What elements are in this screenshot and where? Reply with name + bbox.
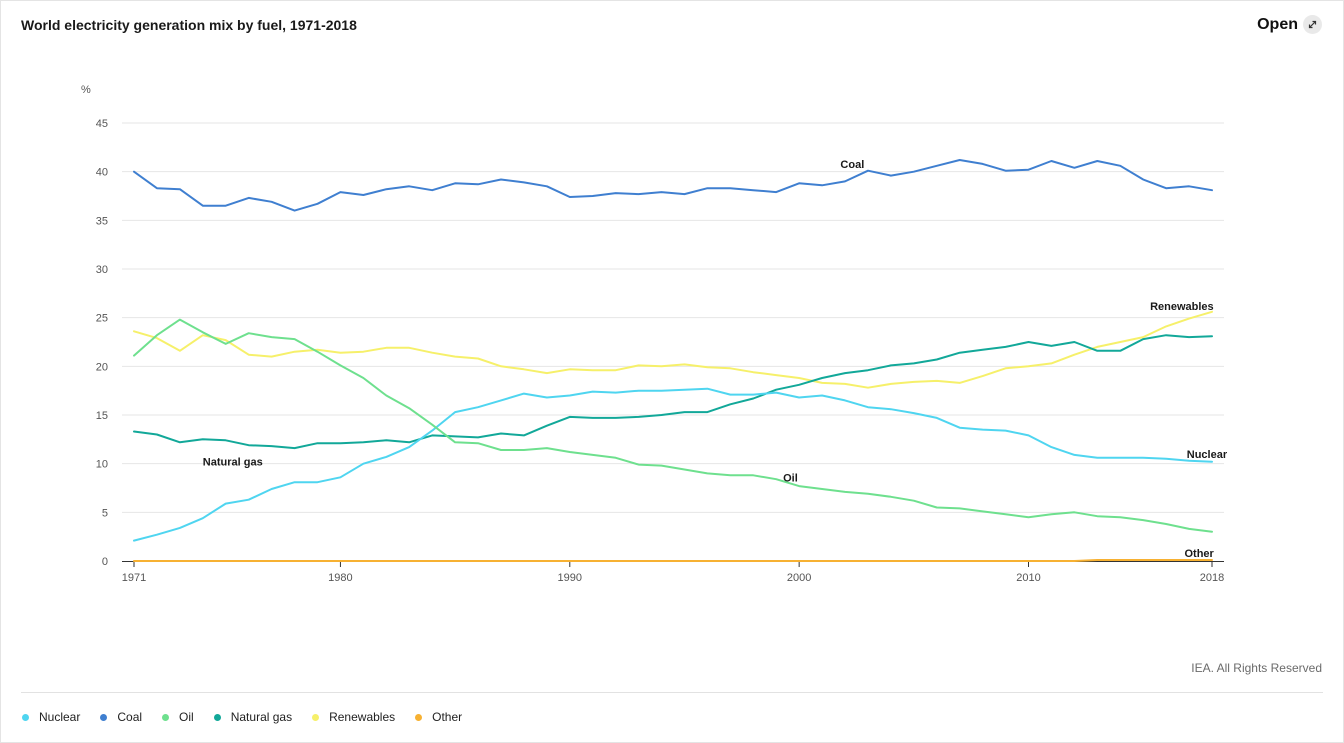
legend-dot-icon	[415, 713, 423, 721]
y-axis-label: %	[81, 84, 91, 96]
copyright-credit: IEA. All Rights Reserved	[1191, 661, 1322, 675]
chart-legend: Nuclear Coal Oil Natural gas Renewables Other	[22, 710, 482, 724]
legend-label: Oil	[179, 710, 194, 724]
y-tick-label: 35	[96, 215, 108, 227]
series-line-nuclear	[133, 387, 1213, 542]
legend-dot-icon	[213, 713, 221, 721]
legend-label: Nuclear	[39, 710, 81, 724]
y-tick-label: 20	[96, 361, 108, 373]
legend-label: Renewables	[329, 710, 396, 724]
series-label-natural-gas: Natural gas	[203, 457, 263, 469]
series-line-oil	[133, 318, 1213, 533]
legend-label: Other	[432, 710, 463, 724]
legend-item-oil[interactable]: Oil	[162, 710, 194, 724]
x-tick-label: 1980	[328, 572, 352, 584]
y-tick-label: 0	[102, 556, 108, 568]
x-tick-label: 2018	[1200, 572, 1224, 584]
chart-title: World electricity generation mix by fuel…	[21, 17, 357, 33]
line-chart: 0 5 10 15 20 25 30 35 40 45% 1971 1980 1990 2000 2010 2…	[81, 84, 1228, 584]
series-label-other: Other	[1184, 548, 1214, 560]
series-line-coal	[133, 159, 1213, 212]
x-tick-label: 1990	[558, 572, 582, 584]
series-line-natural-gas	[133, 334, 1213, 450]
series-line-other	[133, 559, 1213, 562]
y-tick-label: 25	[96, 313, 108, 325]
legend-dot-icon	[100, 713, 108, 721]
legend-label: Coal	[117, 710, 143, 724]
legend-dot-icon	[312, 713, 320, 721]
legend-item-other[interactable]: Other	[415, 710, 462, 724]
open-button[interactable]: Open	[1257, 15, 1322, 34]
legend-item-nuclear[interactable]: Nuclear	[22, 710, 80, 724]
legend-item-natural-gas[interactable]: Natural gas	[213, 710, 293, 724]
y-tick-label: 30	[96, 264, 108, 276]
series-label-nuclear: Nuclear	[1187, 449, 1228, 461]
y-tick-label: 10	[96, 459, 108, 471]
series-label-renewables: Renewables	[1150, 301, 1214, 313]
open-label: Open	[1257, 15, 1298, 33]
legend-label: Natural gas	[230, 710, 293, 724]
y-tick-label: 15	[96, 410, 108, 422]
series-line-renewables	[133, 310, 1213, 389]
legend-dot-icon	[162, 713, 170, 721]
expand-arrows-icon	[1303, 15, 1322, 34]
x-tick-label: 1971	[122, 572, 146, 584]
series-label-coal: Coal	[840, 159, 864, 171]
series-label-oil: Oil	[783, 472, 798, 484]
y-tick-label: 40	[96, 167, 108, 179]
legend-dot-icon	[22, 713, 29, 721]
y-tick-label: 45	[96, 118, 108, 130]
legend-item-coal[interactable]: Coal	[100, 710, 142, 724]
legend-divider	[21, 692, 1323, 693]
x-tick-label: 2010	[1016, 572, 1040, 584]
legend-item-renewables[interactable]: Renewables	[312, 710, 395, 724]
x-tick-label: 2000	[787, 572, 811, 584]
y-tick-label: 5	[102, 507, 108, 519]
